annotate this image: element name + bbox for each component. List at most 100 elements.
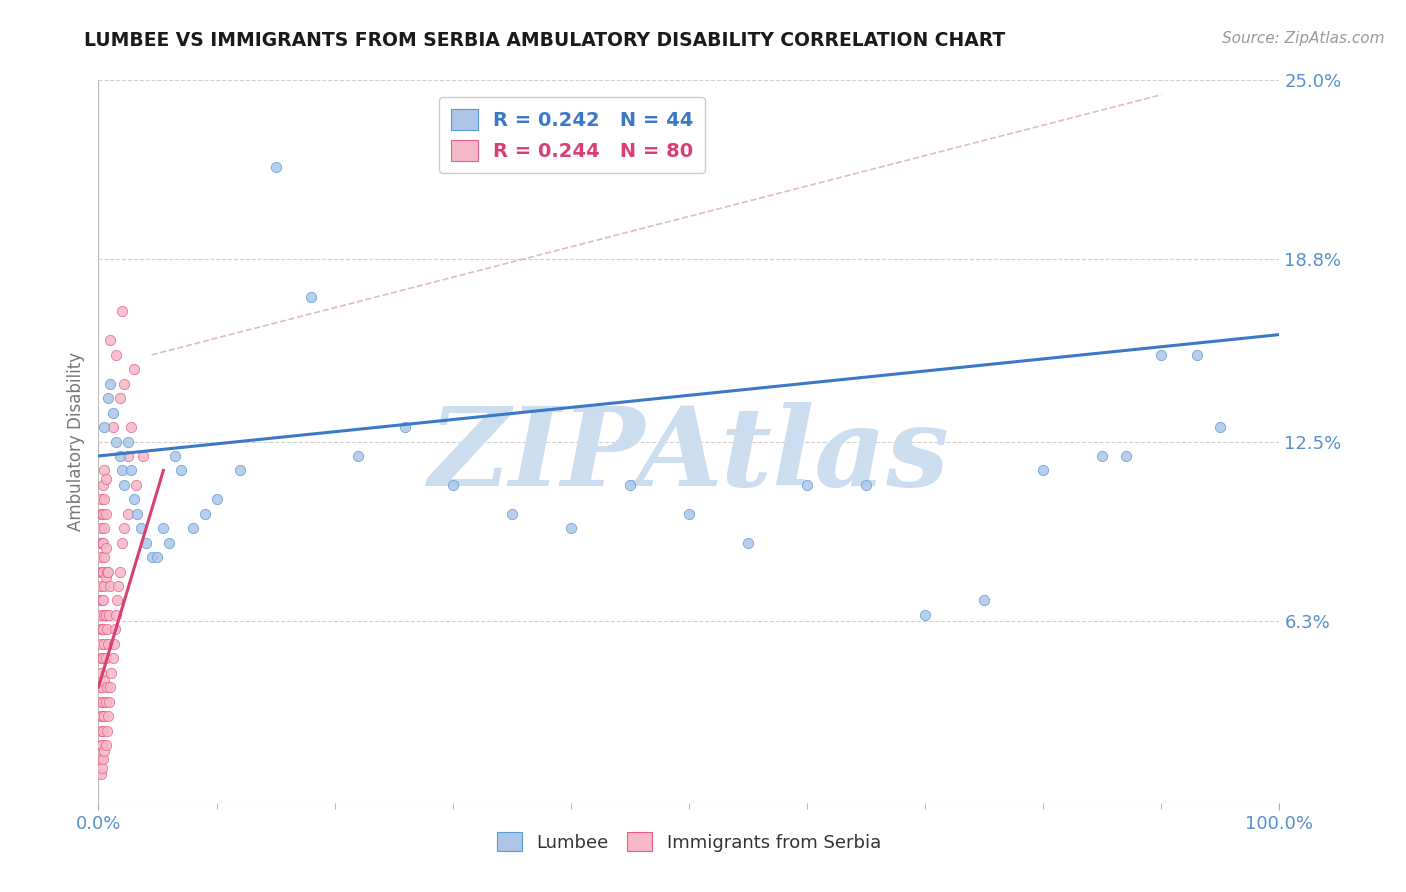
Point [91, 623, 114, 637]
Point [229, 463, 252, 477]
Point [117, 434, 139, 449]
Point [91, 593, 114, 607]
Point [93, 744, 115, 758]
Point [90, 665, 112, 680]
Point [98, 376, 121, 391]
Point [93, 521, 115, 535]
Point [91, 680, 114, 694]
Point [619, 478, 641, 492]
Point [90, 752, 112, 766]
Point [94, 695, 117, 709]
Point [91, 651, 114, 665]
Legend: Lumbee, Immigrants from Serbia: Lumbee, Immigrants from Serbia [489, 824, 889, 859]
Point [121, 420, 143, 434]
Point [94, 507, 117, 521]
Point [98, 579, 121, 593]
Point [111, 304, 134, 318]
Point [91, 752, 114, 766]
Point [100, 665, 122, 680]
Point [94, 570, 117, 584]
Point [96, 680, 118, 694]
Point [101, 651, 124, 665]
Point [855, 478, 877, 492]
Point [117, 449, 139, 463]
Point [90, 507, 112, 521]
Point [152, 521, 174, 535]
Y-axis label: Ambulatory Disability: Ambulatory Disability [66, 352, 84, 531]
Point [1032, 463, 1054, 477]
Point [125, 478, 148, 492]
Point [90, 565, 112, 579]
Point [1115, 449, 1137, 463]
Point [122, 492, 145, 507]
Point [91, 478, 114, 492]
Point [98, 607, 121, 622]
Point [127, 507, 149, 521]
Point [91, 651, 114, 665]
Point [107, 579, 129, 593]
Point [90, 695, 112, 709]
Point [91, 565, 114, 579]
Point [299, 290, 322, 304]
Point [108, 449, 131, 463]
Point [441, 478, 464, 492]
Point [93, 674, 115, 689]
Point [91, 709, 114, 723]
Point [121, 463, 143, 477]
Point [347, 449, 370, 463]
Point [93, 607, 115, 622]
Point [96, 565, 118, 579]
Point [97, 709, 120, 723]
Point [129, 521, 152, 535]
Point [90, 767, 112, 781]
Point [94, 541, 117, 556]
Point [97, 391, 120, 405]
Point [101, 420, 124, 434]
Point [91, 535, 114, 549]
Point [90, 709, 112, 723]
Point [91, 695, 114, 709]
Point [205, 492, 228, 507]
Point [117, 507, 139, 521]
Point [90, 492, 112, 507]
Point [796, 478, 818, 492]
Point [93, 463, 115, 477]
Point [90, 738, 112, 752]
Point [91, 593, 114, 607]
Point [678, 507, 700, 521]
Point [264, 160, 287, 174]
Point [98, 680, 121, 694]
Point [737, 535, 759, 549]
Point [105, 607, 128, 622]
Point [135, 535, 157, 549]
Point [91, 761, 114, 775]
Point [914, 607, 936, 622]
Point [170, 463, 193, 477]
Point [103, 637, 125, 651]
Point [90, 521, 112, 535]
Point [90, 607, 112, 622]
Point [157, 535, 180, 549]
Point [96, 623, 118, 637]
Point [90, 723, 112, 738]
Point [90, 535, 112, 549]
Point [93, 709, 115, 723]
Point [104, 623, 127, 637]
Point [560, 521, 582, 535]
Point [90, 651, 112, 665]
Point [98, 334, 121, 348]
Point [394, 420, 416, 434]
Point [93, 579, 115, 593]
Point [108, 565, 131, 579]
Point [112, 376, 135, 391]
Point [98, 695, 121, 709]
Point [973, 593, 995, 607]
Point [105, 348, 128, 362]
Point [122, 362, 145, 376]
Point [112, 521, 135, 535]
Point [132, 449, 155, 463]
Text: Source: ZipAtlas.com: Source: ZipAtlas.com [1222, 31, 1385, 46]
Text: ZIPAtlas: ZIPAtlas [429, 402, 949, 509]
Point [90, 550, 112, 565]
Point [91, 723, 114, 738]
